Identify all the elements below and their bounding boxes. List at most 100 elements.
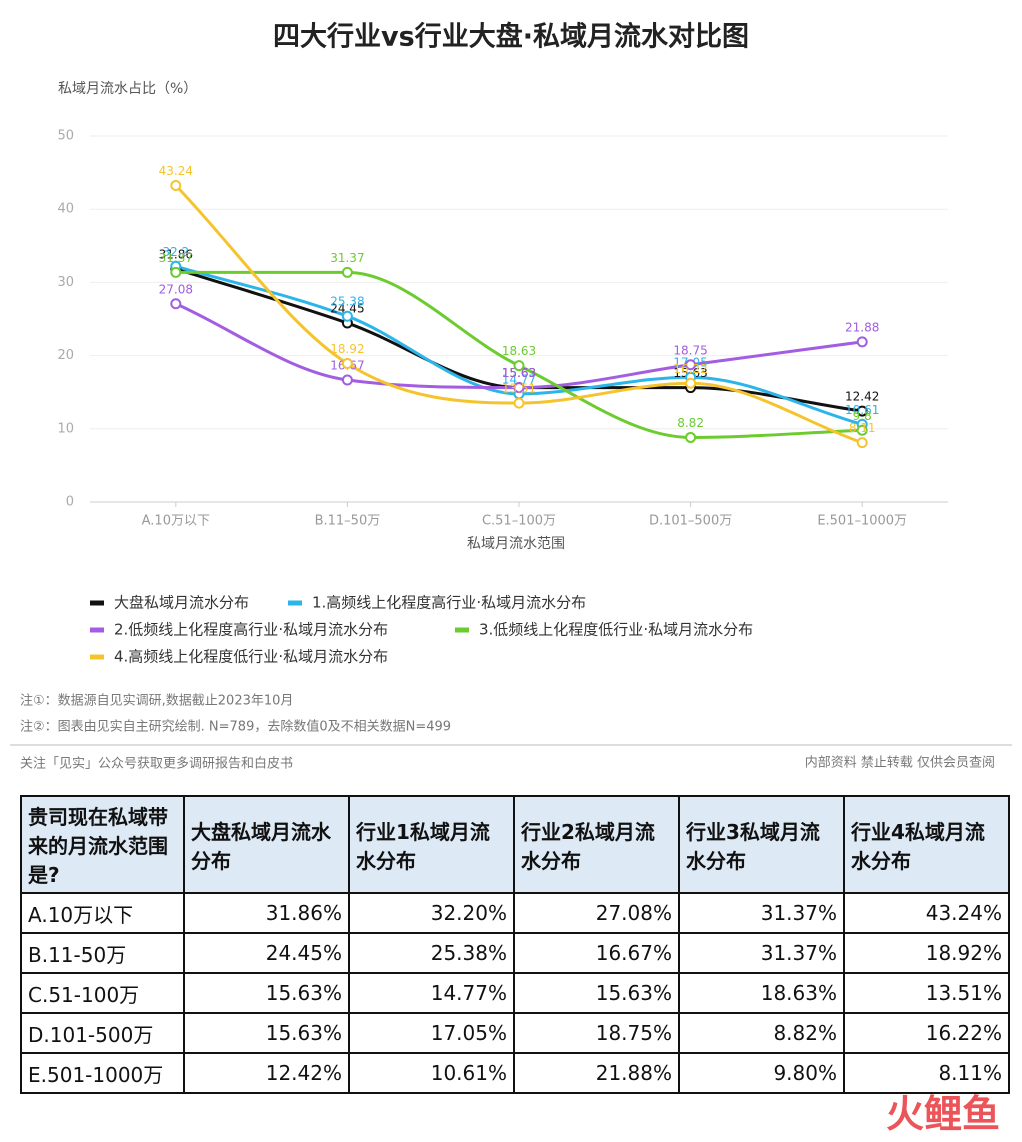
table-row: C.51-100万 15.63% 14.77% 15.63% 18.63% 13.51% [20,972,1010,1014]
table-cell: 8.11% [843,1052,1010,1094]
table-cell: 31.86% [183,892,350,934]
note: 注①：数据源自见实调研,数据截止2023年10月 [20,694,293,709]
x-axis-label: 私域月流水范围 [467,535,565,552]
x-tick-label: C.51–100万 [482,514,556,529]
table-cell: 27.08% [513,892,680,934]
table-cell: 17.05% [348,1012,515,1054]
data-label: 43.24 [159,164,193,178]
y-tick-label: 10 [57,421,74,436]
footer-left: 关注「见实」公众号获取更多调研报告和白皮书 [20,756,293,772]
data-table: 贵司现在私域带来的月流水范围是? 大盘私域月流水分布 行业1私域月流水分布 行业2私域… [20,795,1010,1094]
table-cell: 16.22% [843,1012,1010,1054]
data-label: 9.8 [853,409,872,423]
data-label: 8.82 [677,416,704,430]
data-label: 18.92 [330,342,364,356]
table-body: A.10万以下 31.86% 32.20% 27.08% 31.37% 43.24% B.1… [20,892,1010,1094]
chart-title: 四大行业vs行业大盘·私域月流水对比图 [273,21,749,53]
table-cell: 32.20% [348,892,515,934]
data-label: 32.2 [162,245,189,259]
data-point [341,266,353,278]
table-cell: 9.80% [678,1052,845,1094]
table-cell: C.51-100万 [20,972,185,1014]
data-label: 27.08 [159,282,193,296]
table-cell: 15.63% [183,1012,350,1054]
data-label: 21.88 [845,320,879,334]
data-label: 15.63 [502,366,536,380]
legend-label: 1.高频线上化程度高行业·私域月流水分布 [312,594,586,612]
table-cell: 31.37% [678,932,845,974]
data-label: 31.86 [159,247,193,261]
data-point [341,358,353,370]
chart: 四大行业vs行业大盘·私域月流水对比图 私域月流水占比（%） 私域月流水范围 注… [10,21,1012,772]
data-point [685,377,697,389]
watermark: 火鲤鱼 [885,1092,1000,1136]
data-label: 16.22 [673,362,707,376]
data-point [856,437,868,449]
legend-label: 3.低频线上化程度低行业·私域月流水分布 [479,621,753,639]
data-label: 18.63 [502,344,536,358]
header-cell: 大盘私域月流水分布 [183,795,350,894]
header-cell: 行业2私域月流水分布 [513,795,680,894]
table-cell: 18.63% [678,972,845,1014]
table-cell: 16.67% [513,932,680,974]
table-cell: B.11-50万 [20,932,185,974]
legend-label: 2.低频线上化程度高行业·私域月流水分布 [114,621,388,639]
legend-label: 4.高频线上化程度低行业·私域月流水分布 [114,648,388,666]
data-label: 31.37 [159,251,193,265]
data-label: 14.77 [502,372,536,386]
table-cell: 24.45% [183,932,350,974]
x-tick-label: E.501–1000万 [817,514,907,529]
table-cell: 13.51% [843,972,1010,1014]
note: 注②：图表由见实自主研究绘制. N=789，去除数值0及不相关数据N=499 [20,719,451,735]
data-point [513,382,525,394]
data-point [170,298,182,310]
x-tick-label: B.11–50万 [315,514,381,529]
footer-right: 内部资料 禁止转载 仅供会员查阅 [805,755,995,771]
table-cell: 14.77% [348,972,515,1014]
table-cell: 12.42% [183,1052,350,1094]
table-row: E.501-1000万 12.42% 10.61% 21.88% 9.80% 8.11% [20,1052,1010,1094]
data-point [513,360,525,372]
data-label: 24.45 [330,302,364,316]
table-cell: 21.88% [513,1052,680,1094]
y-tick-label: 20 [57,348,74,363]
data-point [685,431,697,443]
data-label: 18.75 [673,343,707,357]
table-cell: 25.38% [348,932,515,974]
table-cell: 15.63% [513,972,680,1014]
y-tick-label: 50 [57,129,74,144]
data-label: 10.61 [845,403,879,417]
table-cell: A.10万以下 [20,892,185,934]
y-axis-label: 私域月流水占比（%） [58,81,197,97]
data-label: 13.51 [502,382,536,396]
y-tick-label: 30 [57,275,74,290]
data-point [170,266,182,278]
x-tick-label: D.101–500万 [649,514,732,529]
header-cell: 行业4私域月流水分布 [843,795,1010,894]
table-cell: 43.24% [843,892,1010,934]
table-cell: 10.61% [348,1052,515,1094]
header-cell: 行业3私域月流水分布 [678,795,845,894]
table-header: 贵司现在私域带来的月流水范围是? 大盘私域月流水分布 行业1私域月流水分布 行业2私域… [20,795,1010,894]
table-cell: D.101-500万 [20,1012,185,1054]
y-tick-label: 40 [57,202,74,217]
data-point [856,424,868,436]
data-label: 15.63 [502,366,536,380]
data-point [856,336,868,348]
table-row: B.11-50万 24.45% 25.38% 16.67% 31.37% 18.92% [20,932,1010,974]
table-cell: 18.92% [843,932,1010,974]
table-row: D.101-500万 15.63% 17.05% 18.75% 8.82% 16.22% [20,1012,1010,1054]
table-cell: 8.82% [678,1012,845,1054]
legend-label: 大盘私域月流水分布 [114,594,249,612]
data-point [341,310,353,322]
data-point [513,397,525,409]
header-cell: 贵司现在私域带来的月流水范围是? [20,795,185,894]
data-point [341,374,353,386]
header-cell: 行业1私域月流水分布 [348,795,515,894]
table-cell: E.501-1000万 [20,1052,185,1094]
data-label: 8.11 [849,421,876,435]
table-cell: 15.63% [183,972,350,1014]
y-tick-label: 0 [66,495,74,510]
x-tick-label: A.10万以下 [142,514,210,529]
